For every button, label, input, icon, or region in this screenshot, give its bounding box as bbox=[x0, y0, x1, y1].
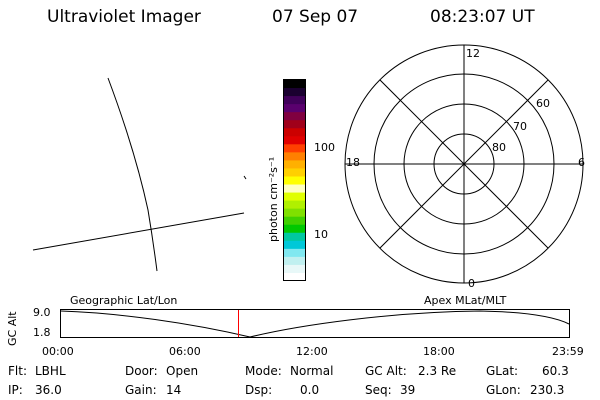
timeline-xtick-0: 00:00 bbox=[42, 345, 74, 358]
mode-value: Normal bbox=[290, 364, 334, 378]
colorbar-segment bbox=[284, 168, 305, 178]
glat-label: GLat: bbox=[486, 364, 519, 378]
colorbar-segment bbox=[284, 144, 305, 153]
svg-text:photon cm⁻²s⁻¹: photon cm⁻²s⁻¹ bbox=[267, 157, 280, 242]
colorbar-segment bbox=[284, 88, 305, 97]
altitude-timeline bbox=[60, 309, 570, 338]
filter-value: LBHL bbox=[35, 364, 66, 378]
gain-value: 14 bbox=[166, 383, 182, 397]
door-label: Door: bbox=[125, 364, 158, 378]
colorbar-unit-label: photon cm⁻²s⁻¹ bbox=[267, 157, 280, 242]
colorbar-segment bbox=[284, 104, 305, 113]
mlt-label-12: 12 bbox=[466, 47, 480, 60]
timeline-xtick-2: 12:00 bbox=[296, 345, 328, 358]
colorbar-segment bbox=[284, 192, 305, 202]
lat-label-80: 80 bbox=[492, 141, 506, 154]
colorbar-segment bbox=[284, 136, 305, 145]
mlt-label-0: 0 bbox=[468, 277, 475, 290]
colorbar-segment bbox=[284, 240, 305, 250]
ip-label: IP: bbox=[8, 383, 23, 397]
colorbar-tick-100: 100 bbox=[314, 141, 335, 154]
timeline-xtick-3: 18:00 bbox=[423, 345, 455, 358]
dsp-value: 0.0 bbox=[300, 383, 320, 397]
seq-label: Seq: bbox=[365, 383, 392, 397]
glon-label: GLon: bbox=[486, 383, 521, 397]
altitude-curve bbox=[60, 310, 570, 338]
colorbar-tick-10: 10 bbox=[314, 228, 328, 241]
ip-value: 36.0 bbox=[35, 383, 62, 397]
geographic-caption: Geographic Lat/Lon bbox=[70, 294, 178, 307]
gain-label: Gain: bbox=[125, 383, 157, 397]
image-date: 07 Sep 07 bbox=[272, 7, 359, 27]
lat-label-60: 60 bbox=[536, 97, 550, 110]
gcalt-label: GC Alt: bbox=[365, 364, 407, 378]
svg-text:GC Alt: GC Alt bbox=[6, 311, 19, 346]
colorbar-segment bbox=[284, 152, 305, 161]
timeline-ytick-top: 9.0 bbox=[33, 306, 51, 319]
geographic-panel bbox=[32, 77, 247, 272]
polar-plot bbox=[344, 44, 584, 284]
app-title: Ultraviolet Imager bbox=[47, 7, 201, 27]
colorbar-segment bbox=[284, 272, 305, 282]
timeline-frame bbox=[60, 309, 570, 338]
colorbar-segment bbox=[284, 232, 305, 242]
colorbar-segment bbox=[284, 216, 305, 226]
seq-value: 39 bbox=[400, 383, 416, 397]
color-bar bbox=[283, 79, 306, 282]
timeline-ytick-bottom: 1.8 bbox=[33, 326, 51, 339]
timeline-xtick-4: 23:59 bbox=[552, 345, 584, 358]
door-value: Open bbox=[166, 364, 199, 378]
colorbar-segment bbox=[284, 80, 305, 89]
grid-fragment bbox=[243, 175, 247, 180]
mlt-label-18: 18 bbox=[346, 156, 360, 169]
lat-label-70: 70 bbox=[513, 120, 527, 133]
colorbar-segment bbox=[284, 184, 305, 194]
colorbar-segment bbox=[284, 176, 305, 186]
colorbar-segment bbox=[284, 224, 305, 234]
longitude-line bbox=[107, 77, 158, 272]
colorbar-segment bbox=[284, 120, 305, 129]
apex-caption: Apex MLat/MLT bbox=[424, 294, 507, 307]
colorbar-segment bbox=[284, 248, 305, 258]
colorbar-segment bbox=[284, 96, 305, 105]
colorbar-segment bbox=[284, 208, 305, 218]
colorbar-segment bbox=[284, 128, 305, 137]
colorbar-segment bbox=[284, 264, 305, 274]
mode-label: Mode: bbox=[245, 364, 282, 378]
glon-value: 230.3 bbox=[530, 383, 565, 397]
gcalt-value: 2.3 Re bbox=[418, 364, 457, 378]
colorbar-segment bbox=[284, 200, 305, 210]
colorbar-segment bbox=[284, 112, 305, 121]
filter-label: Flt: bbox=[8, 364, 27, 378]
colorbar-segment bbox=[284, 256, 305, 266]
dsp-label: Dsp: bbox=[245, 383, 273, 397]
latitude-line bbox=[32, 212, 245, 251]
timeline-xtick-1: 06:00 bbox=[169, 345, 201, 358]
image-time: 08:23:07 UT bbox=[430, 7, 535, 27]
polar-diagonal-2 bbox=[379, 79, 549, 249]
timeline-ylabel: GC Alt bbox=[6, 311, 19, 346]
mlt-label-6: 6 bbox=[578, 156, 585, 169]
glat-value: 60.3 bbox=[542, 364, 569, 378]
colorbar-segment bbox=[284, 160, 305, 170]
